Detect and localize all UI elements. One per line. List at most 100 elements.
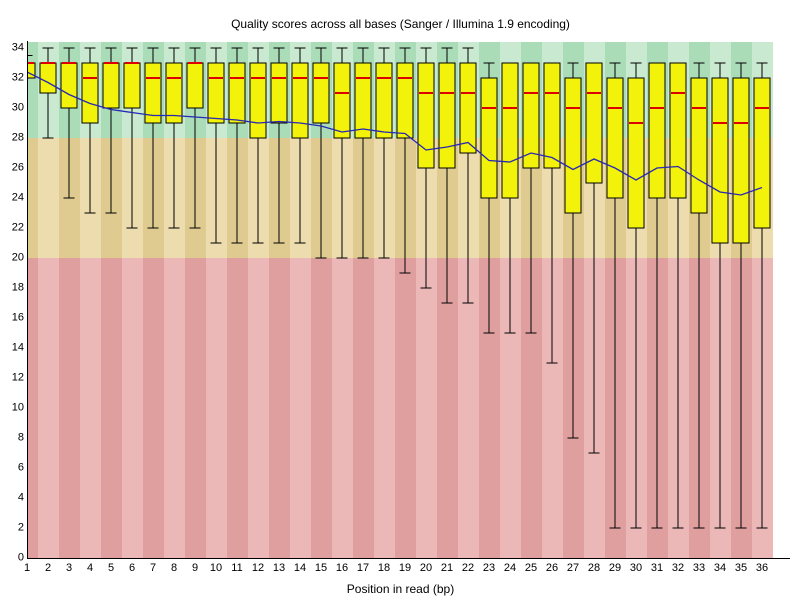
x-axis-label: 13 xyxy=(272,562,286,574)
quality-box-position-22 xyxy=(459,62,477,154)
y-axis-label: 4 xyxy=(17,491,24,504)
x-axis-label: 32 xyxy=(671,562,685,574)
zone-stripe xyxy=(100,258,122,558)
zone-stripe xyxy=(28,258,38,558)
quality-box-position-15 xyxy=(312,62,330,124)
zone-stripe xyxy=(226,258,248,558)
quality-box-position-23 xyxy=(480,77,498,199)
y-axis-label: 18 xyxy=(11,281,24,294)
quality-box-position-1 xyxy=(28,62,36,79)
quality-box-position-16 xyxy=(333,62,351,139)
x-axis-label: 29 xyxy=(608,562,622,574)
quality-box-position-26 xyxy=(543,62,561,169)
zone-stripe xyxy=(436,258,458,558)
y-axis-label: 12 xyxy=(11,371,24,384)
x-axis-label: 11 xyxy=(231,562,243,574)
quality-box-position-12 xyxy=(249,62,267,139)
quality-box-position-29 xyxy=(606,77,624,199)
x-axis-label: 2 xyxy=(44,562,52,574)
zone-stripe xyxy=(268,258,290,558)
plot-area xyxy=(28,42,773,558)
quality-box-position-10 xyxy=(207,62,225,124)
quality-box-position-18 xyxy=(375,62,393,139)
quality-box-position-21 xyxy=(438,62,456,169)
y-axis-label: 0 xyxy=(17,551,24,564)
quality-box-position-9 xyxy=(186,62,204,109)
quality-box-position-30 xyxy=(627,77,645,229)
zone-stripe xyxy=(142,258,164,558)
x-axis-tick-labels: 1 2 3 4 5 6 7 8 9 10 11 12 13 14 15 16 17 18 19 20 21 22 23 24 2… xyxy=(0,562,800,576)
y-axis-label: 20 xyxy=(11,251,24,264)
y-axis-label: 6 xyxy=(17,461,24,474)
quality-box-position-27 xyxy=(564,77,582,214)
x-axis-label: 16 xyxy=(335,562,349,574)
y-axis-label: 22 xyxy=(11,221,24,234)
quality-box-position-8 xyxy=(165,62,183,124)
x-axis-label: 17 xyxy=(356,562,370,574)
x-axis-label: 35 xyxy=(734,562,748,574)
quality-box-position-32 xyxy=(669,62,687,199)
y-axis-line xyxy=(27,41,28,559)
quality-box-position-17 xyxy=(354,62,372,139)
x-axis-label: 34 xyxy=(713,562,727,574)
quality-box-position-20 xyxy=(417,62,435,169)
x-axis-label: 5 xyxy=(107,562,115,574)
y-axis-tick-labels: 0 2 4 6 8 10 12 14 16 18 20 22 24 26 28 30 32 34 xyxy=(0,0,24,600)
quality-zone-bad xyxy=(28,258,773,558)
y-axis-label: 8 xyxy=(17,431,24,444)
x-axis-label: 25 xyxy=(524,562,538,574)
x-axis-label: 30 xyxy=(629,562,643,574)
x-axis-line xyxy=(27,558,790,559)
x-axis-label: 12 xyxy=(251,562,265,574)
quality-box-position-24 xyxy=(501,62,519,199)
chart-title: Quality scores across all bases (Sanger … xyxy=(231,17,570,31)
x-axis-label: 21 xyxy=(440,562,454,574)
y-axis-label: 10 xyxy=(11,401,24,414)
x-axis-label: 7 xyxy=(149,562,157,574)
quality-box-position-13 xyxy=(270,62,288,124)
y-axis-label: 2 xyxy=(17,521,24,534)
quality-box-position-35 xyxy=(732,77,750,244)
zone-stripe xyxy=(28,138,38,258)
quality-box-position-25 xyxy=(522,62,540,169)
y-axis-label: 24 xyxy=(11,191,24,204)
x-axis-label: 20 xyxy=(419,562,433,574)
y-axis-label: 26 xyxy=(11,161,24,174)
x-axis-label: 19 xyxy=(398,562,412,574)
x-axis-label: 3 xyxy=(65,562,73,574)
quality-box-position-11 xyxy=(228,62,246,124)
x-axis-label: 4 xyxy=(86,562,94,574)
quality-box-position-33 xyxy=(690,77,708,214)
quality-box-position-28 xyxy=(585,62,603,184)
x-axis-label: 36 xyxy=(755,562,769,574)
x-axis-label: 23 xyxy=(482,562,496,574)
quality-box-position-2 xyxy=(39,62,57,94)
zone-stripe xyxy=(310,258,332,558)
x-axis-label: 28 xyxy=(587,562,601,574)
zone-stripe xyxy=(352,258,374,558)
x-axis-title: Position in read (bp) xyxy=(346,582,455,596)
zone-stripe xyxy=(184,258,206,558)
x-axis-label: 18 xyxy=(377,562,391,574)
quality-box-position-19 xyxy=(396,62,414,139)
x-axis-label: 1 xyxy=(23,562,31,574)
quality-box-position-5 xyxy=(102,62,120,109)
mean-quality-line xyxy=(28,71,763,196)
x-axis-label: 14 xyxy=(293,562,307,574)
zone-stripe xyxy=(394,258,416,558)
y-axis-label: 30 xyxy=(11,101,24,114)
x-axis-label: 22 xyxy=(461,562,475,574)
x-axis-label: 31 xyxy=(650,562,664,574)
quality-box-position-7 xyxy=(144,62,162,124)
x-axis-label: 10 xyxy=(209,562,223,574)
x-axis-label: 8 xyxy=(170,562,178,574)
quality-box-position-31 xyxy=(648,62,666,199)
x-axis-label: 6 xyxy=(128,562,136,574)
y-axis-label: 28 xyxy=(11,131,24,144)
quality-box-position-34 xyxy=(711,77,729,244)
y-axis-label: 32 xyxy=(11,71,24,84)
x-axis-label: 27 xyxy=(566,562,580,574)
y-axis-label: 14 xyxy=(11,341,24,354)
y-axis-label: 16 xyxy=(11,311,24,324)
